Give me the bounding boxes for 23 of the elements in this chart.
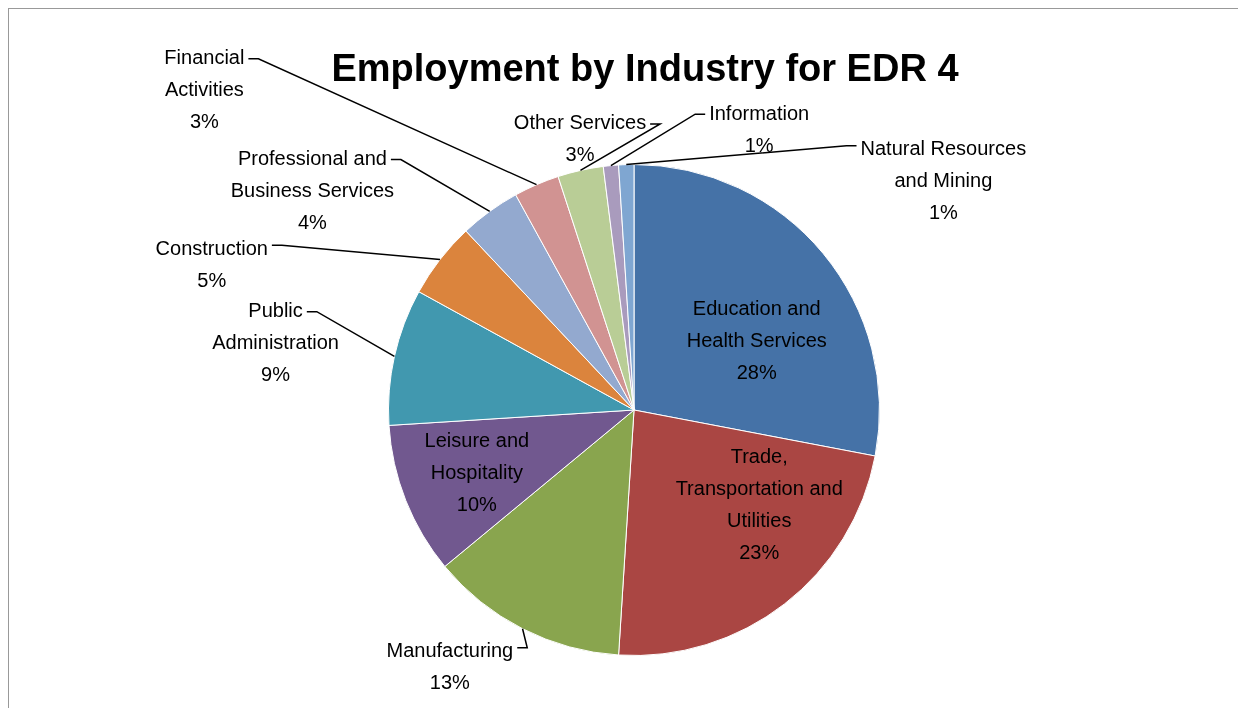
slice-label: Leisure and Hospitality bbox=[424, 429, 530, 484]
data-label: 3% bbox=[565, 143, 595, 166]
slice-label: Construction bbox=[155, 236, 268, 259]
slice-label: Education and Health Services bbox=[686, 296, 827, 351]
slice-label: Manufacturing bbox=[386, 639, 514, 662]
slice-label: Trade, Transportation and Utilities bbox=[675, 445, 843, 532]
data-label: 10% bbox=[456, 493, 498, 516]
data-label: 23% bbox=[739, 541, 780, 564]
slice-label: Public Administration bbox=[212, 299, 339, 354]
slice-label: Information bbox=[709, 101, 810, 124]
slice-label: Professional and Business Services bbox=[230, 147, 395, 202]
data-label: 3% bbox=[189, 110, 220, 133]
slice-label: Natural Resources and Mining bbox=[860, 137, 1027, 192]
data-label: 4% bbox=[297, 211, 328, 234]
slice-label: Financial Activities bbox=[164, 46, 245, 101]
data-label: 1% bbox=[928, 201, 958, 224]
data-label: 28% bbox=[736, 360, 777, 383]
data-label: 13% bbox=[429, 671, 471, 694]
data-label: 1% bbox=[744, 133, 774, 156]
data-label: 9% bbox=[261, 363, 291, 386]
chart-title: Employment by Industry for EDR 4 bbox=[331, 47, 959, 90]
slice-label: Other Services bbox=[513, 111, 647, 134]
data-label: 5% bbox=[197, 268, 227, 291]
